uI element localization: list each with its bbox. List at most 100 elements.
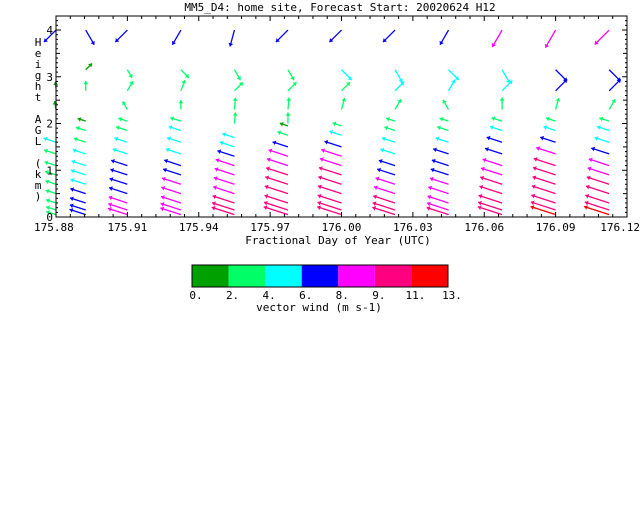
wind-vector-col0-low7 [43,148,57,155]
wind-vector-col0-low1 [45,205,57,211]
y-label-char: L [35,135,42,148]
wind-vector-col9-low5 [480,166,503,176]
y-label-char: ( [35,157,42,170]
y-label-char: ) [35,190,42,203]
wind-vector-col11-low6 [588,157,610,167]
wind-vector-col9-up0 [499,97,505,110]
wind-vector-col0-low2 [45,198,57,204]
x-axis-label: Fractional Day of Year (UTC) [245,234,430,247]
x-tick-label: 175.97 [250,221,290,234]
wind-vector-col0-low6 [44,160,57,167]
wind-vector-col1-low5 [70,168,86,176]
wind-vector-col11-up2 [608,69,622,82]
colorbar-label: vector wind (m s-1) [256,301,382,314]
wind-vector-col4-low0 [211,205,235,216]
wind-vector-col8-low8 [435,136,449,143]
wind-vector-col1-low0 [69,208,86,216]
wind-vector-col11-low4 [586,175,610,185]
wind-vector-col10-up0 [554,97,561,110]
wind-vector-col1-low8 [73,137,86,143]
wind-vector-col0-low5 [44,170,57,176]
colorbar-tick-label: 13. [442,289,462,302]
wind-vector-col1-low10 [77,117,86,122]
wind-vector-col8-low10 [439,116,449,122]
wind-vector-col7-low3 [373,185,396,195]
colorbar-tick-label: 0. [189,289,202,302]
wind-vector-col2-low8 [114,136,128,143]
wind-vector-col11-low9 [596,125,610,132]
wind-vector-col1-low7 [72,148,86,155]
wind-vector-col0-up2 [43,29,57,43]
wind-vector-col11-low10 [599,116,610,122]
wind-vector-col4-low8 [219,140,235,148]
wind-vector-col2-low4 [109,177,128,185]
colorbar-tick-label: 8. [336,289,349,302]
colorbar-tick-label: 9. [372,289,385,302]
wind-vector-col9-low4 [480,175,503,185]
wind-vector-col6-up2 [341,69,353,81]
wind-vector-col10-low5 [532,166,556,176]
y-label-char: k [35,168,42,181]
wind-vector-col2-low3 [108,186,128,195]
wind-vector-col10-up3 [544,29,557,49]
wind-vector-col4-low7 [217,149,235,157]
wind-vector-col2-low9 [115,125,128,132]
wind-vector-col1-up1 [85,63,93,71]
wind-vector-col8-up1 [447,79,456,92]
wind-vector-col4-low3 [213,185,235,195]
wind-vector-col4-up0 [232,112,238,124]
wind-vector-col7-low4 [375,176,396,185]
wind-vectors [43,29,622,216]
wind-vector-col3-low8 [166,136,182,143]
wind-vector-col6-low2 [317,193,342,204]
y-tick-label: 3 [46,71,53,84]
wind-vector-col11-low8 [594,136,610,143]
x-tick-label: 176.09 [536,221,576,234]
y-tick-label: 4 [46,24,53,37]
wind-vector-col3-low5 [162,167,182,176]
wind-vector-col8-low1 [426,201,449,211]
wind-vector-col5-up4 [275,29,289,43]
wind-vector-col9-low2 [478,194,503,204]
wind-vector-col9-low7 [484,147,503,155]
wind-vector-col5-low3 [264,184,289,195]
y-label-char: A [35,113,42,126]
wind-vector-col9-up1 [501,80,513,92]
x-axis: 175.88 175.91 175.94 175.97 176.00 176.03 176.… [34,16,640,234]
wind-vector-col8-low7 [432,147,449,155]
wind-vector-col11-up1 [608,78,622,92]
wind-vector-col7-low6 [378,159,396,167]
wind-vector-col8-up0 [442,99,450,110]
wind-vector-col10-up2 [555,69,568,82]
wind-vector-col0-low8 [43,136,57,143]
y-label-char: g [35,69,42,82]
wind-vector-col9-up2 [501,69,511,84]
wind-vector-col2-low6 [110,159,128,167]
colorbar-swatch [192,265,229,287]
y-label-char: G [35,124,42,137]
wind-vector-col9-low9 [489,125,503,132]
wind-vector-col5-up1 [286,97,292,110]
wind-vector-col1-up0 [83,81,89,91]
x-tick-label: 176.03 [393,221,433,234]
wind-vector-col6-low0 [316,205,342,216]
wind-vector-col3-low10 [170,116,182,122]
wind-vector-col9-low3 [479,184,503,195]
wind-vector-col7-low0 [372,205,396,216]
colorbar: 0. 2. 4. 6. 8. 9. 11. 13. [189,264,462,302]
wind-vector-col7-up0 [394,98,402,110]
wind-vector-col1-up2 [85,29,95,46]
wind-vector-col10-up1 [555,78,568,92]
wind-vector-col2-low0 [107,207,128,216]
wind-vector-col8-up2 [448,69,460,81]
wind-vector-col11-up0 [608,98,616,110]
wind-vector-col1-low9 [75,126,86,132]
y-label-char: i [35,58,42,71]
wind-vector-col6-low8 [324,140,342,148]
wind-vector-col10-low9 [543,125,556,132]
colorbar-swatch [411,265,448,287]
wind-vector-col2-up1 [126,80,134,92]
wind-vector-col7-low5 [376,167,396,176]
wind-vector-col9-low8 [486,135,503,143]
